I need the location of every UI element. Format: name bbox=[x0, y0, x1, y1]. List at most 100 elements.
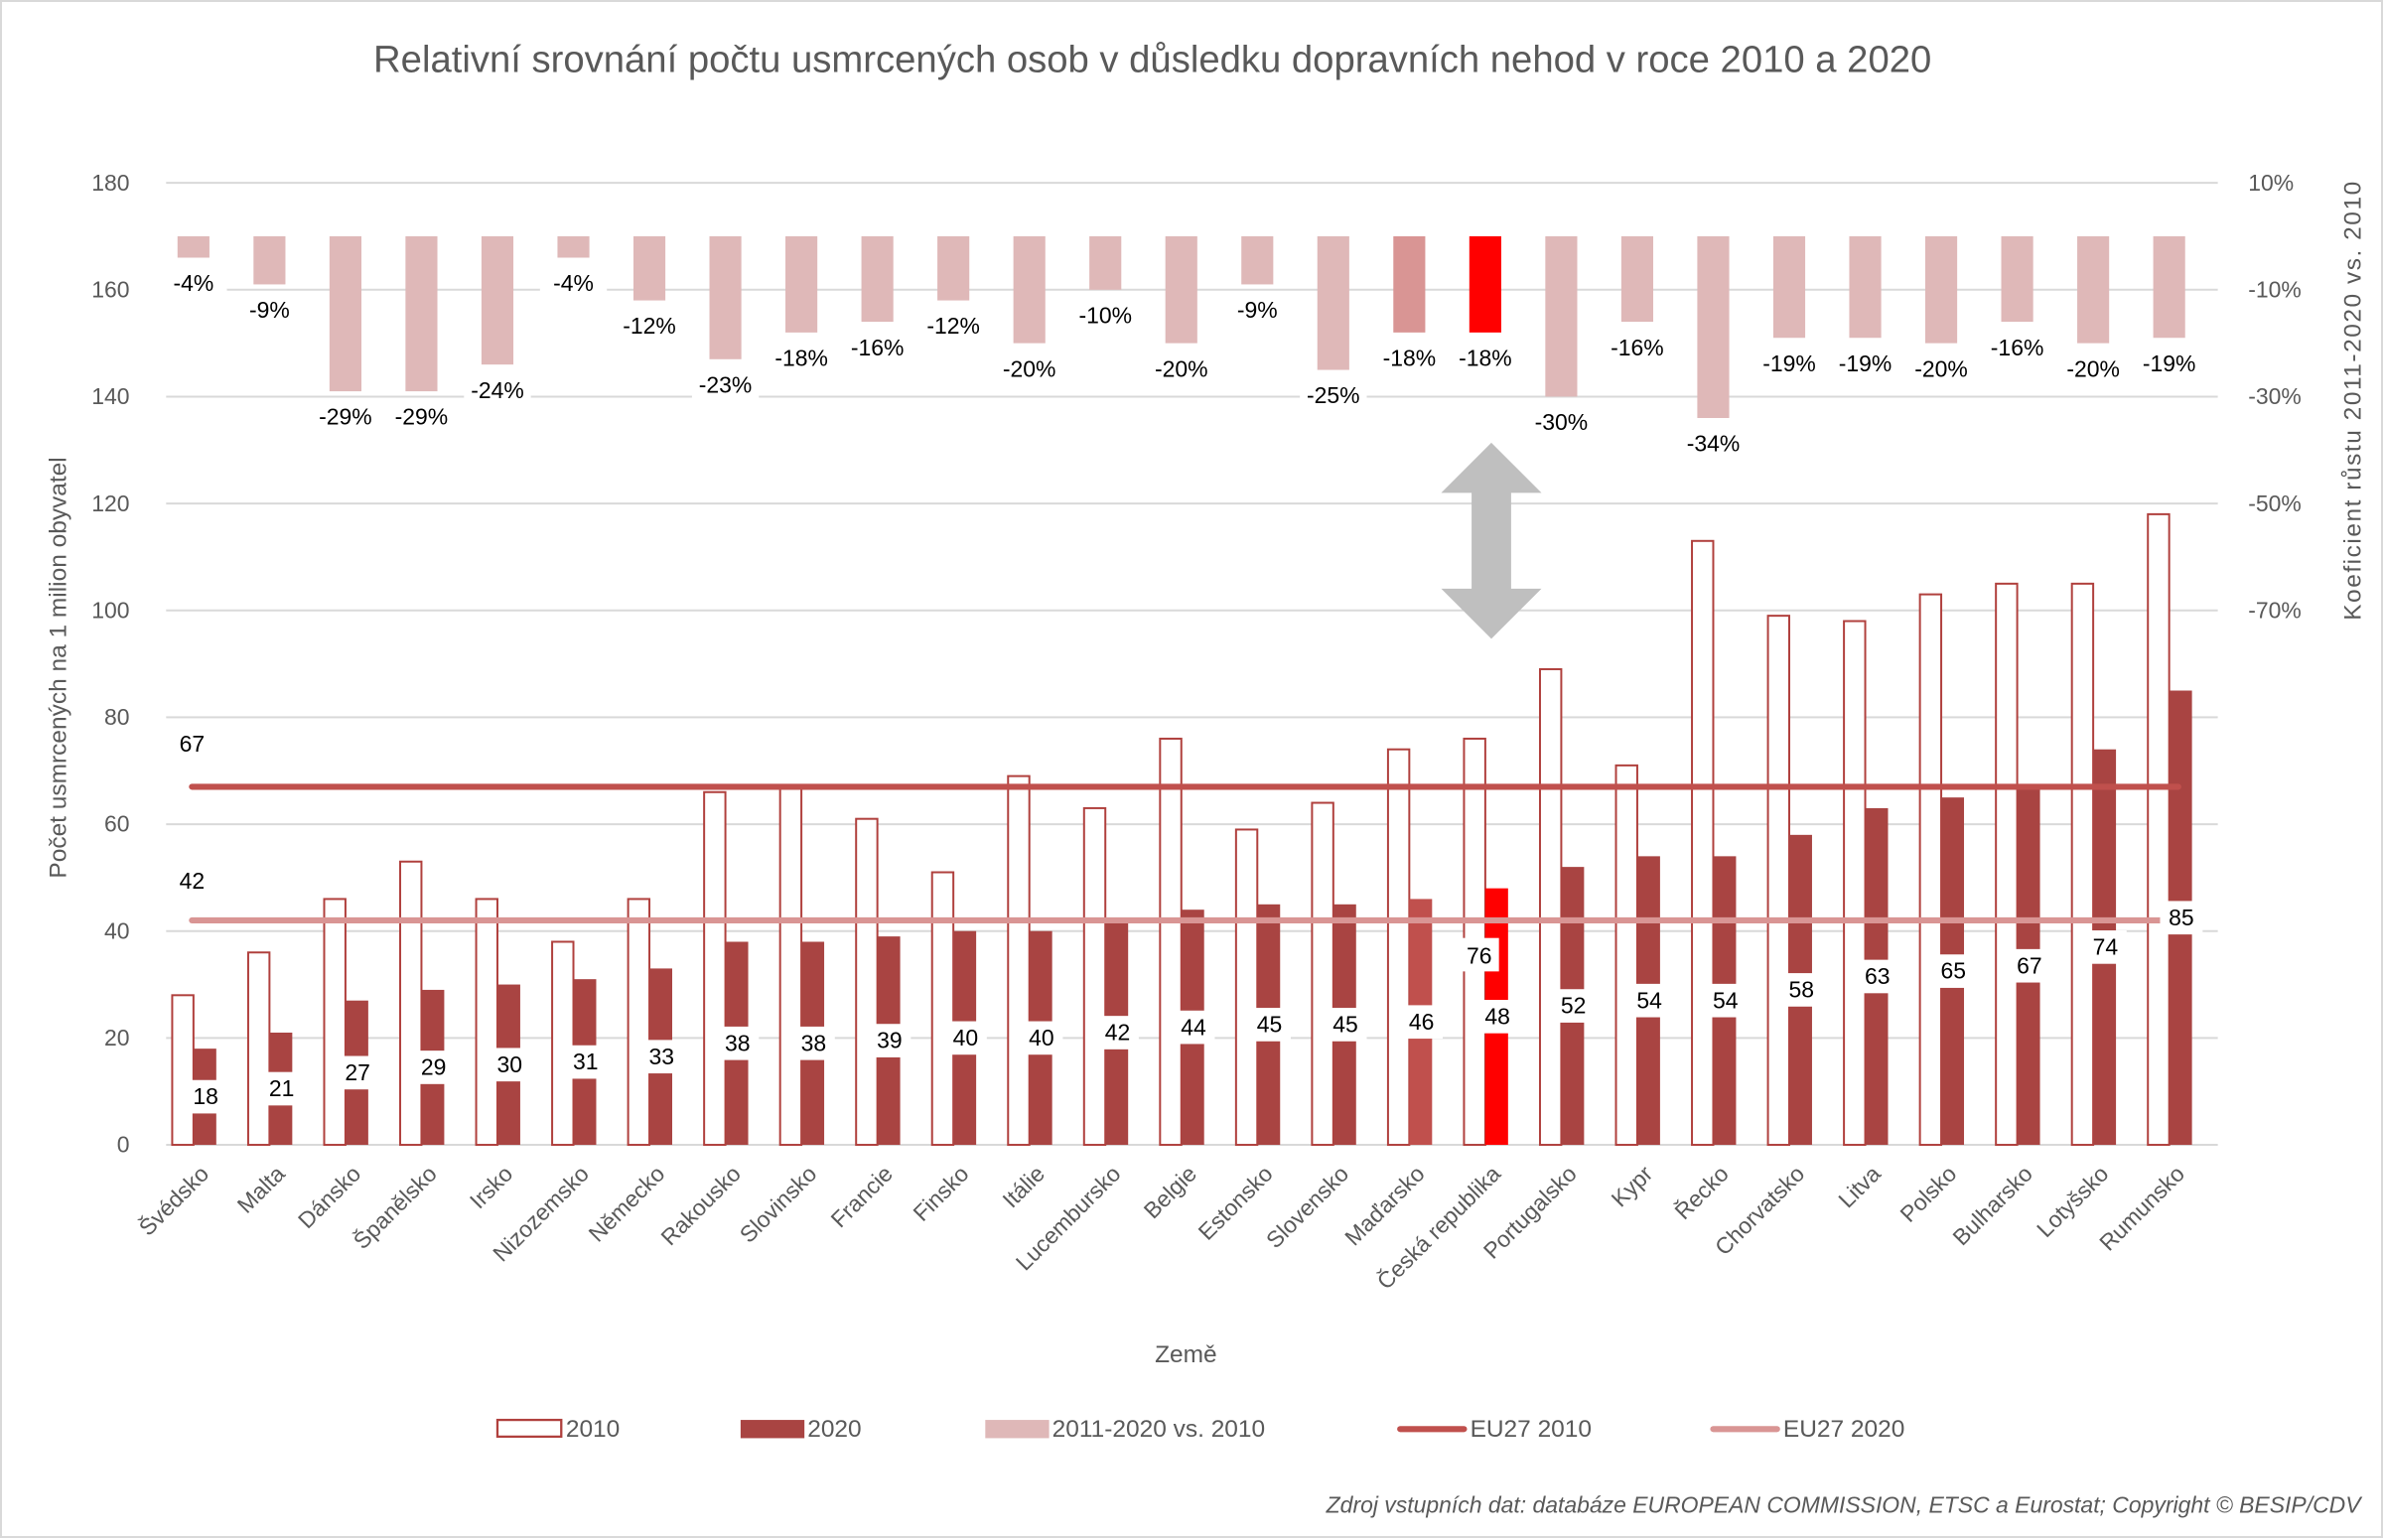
pct-label-bg bbox=[843, 334, 911, 363]
label-bg bbox=[1931, 954, 1975, 988]
pct-data-label: -20% bbox=[1914, 355, 1968, 381]
x-tick-label: Polsko bbox=[1894, 1161, 1961, 1227]
label-bg bbox=[1400, 1005, 1444, 1040]
pct-bar bbox=[481, 235, 514, 365]
x-tick-label: Švédsko bbox=[134, 1161, 214, 1241]
pct-data-label: -30% bbox=[1535, 409, 1589, 435]
legend-label-2010: 2010 bbox=[566, 1416, 620, 1443]
pct-data-label: -4% bbox=[553, 270, 594, 296]
pct-bar bbox=[2001, 235, 2033, 323]
label-bg bbox=[791, 1026, 835, 1060]
data-label-2020: 42 bbox=[1105, 1020, 1131, 1046]
bar-2010 bbox=[1843, 620, 1867, 1147]
label-bg bbox=[1459, 937, 1499, 972]
legend-swatch-2010 bbox=[495, 1418, 563, 1439]
x-tick-label: Slovensko bbox=[1261, 1161, 1353, 1253]
label-bg bbox=[1324, 1008, 1367, 1042]
pct-bar bbox=[937, 235, 970, 301]
legend-swatch-2020 bbox=[740, 1420, 805, 1439]
pct-label-bg bbox=[1452, 345, 1519, 374]
pct-bar bbox=[329, 235, 361, 392]
y-right-tick-label: 10% bbox=[2248, 170, 2294, 196]
legend-label-eu2020: EU27 2020 bbox=[1783, 1416, 1904, 1443]
pct-data-label: -34% bbox=[1687, 431, 1741, 457]
pct-label-bg bbox=[1679, 430, 1748, 460]
bar-2010 bbox=[475, 898, 498, 1147]
x-tick-label: Itálie bbox=[997, 1161, 1050, 1213]
label-bg bbox=[1248, 1008, 1291, 1042]
data-label-2020: 33 bbox=[649, 1044, 675, 1069]
data-label-2020: 39 bbox=[877, 1028, 903, 1053]
pct-bar bbox=[1241, 235, 1274, 285]
label-bg bbox=[1020, 1021, 1063, 1055]
pct-bar bbox=[557, 235, 590, 258]
y-tick-label: 0 bbox=[117, 1132, 130, 1158]
label-bg bbox=[1172, 1010, 1215, 1045]
bar-2010 bbox=[2147, 512, 2171, 1147]
data-labels: 18 21 27 29 30 31 33 38 38 39 40 40 42 44 45 45 46 48 52 54… bbox=[184, 901, 2203, 1114]
x-tick-label: Belgie bbox=[1139, 1161, 1201, 1223]
pct-bar bbox=[405, 235, 438, 392]
y-right-tick-label: -70% bbox=[2248, 597, 2302, 623]
pct-label-bg bbox=[1300, 381, 1367, 411]
bar-2010 bbox=[171, 994, 195, 1147]
label-bg bbox=[1704, 983, 1748, 1018]
data-label-2020: 45 bbox=[1257, 1012, 1283, 1038]
pct-bar bbox=[1772, 235, 1806, 339]
bar-2010 bbox=[703, 790, 727, 1147]
pct-bar bbox=[1924, 235, 1958, 344]
y-axis-right: 10% -10% -30% -50% -70% bbox=[2248, 170, 2302, 624]
bar-2010 bbox=[1007, 774, 1031, 1147]
bar-2010 bbox=[1234, 828, 1259, 1147]
bar-2010 bbox=[778, 785, 803, 1147]
bar-2010 bbox=[1386, 748, 1411, 1147]
pct-bar bbox=[1849, 235, 1882, 339]
data-label-2020: 45 bbox=[1332, 1012, 1358, 1038]
pct-data-label: -18% bbox=[1383, 346, 1437, 371]
pct-bar bbox=[709, 235, 742, 359]
data-label-2020: 52 bbox=[1561, 993, 1587, 1019]
label-bg bbox=[260, 1071, 304, 1106]
bar-2010 bbox=[1614, 764, 1638, 1147]
bar-2010 bbox=[1995, 582, 2019, 1147]
x-tick-label: Rakousko bbox=[655, 1161, 746, 1251]
pct-bar bbox=[1469, 235, 1501, 333]
data-label-2020: 74 bbox=[2093, 934, 2119, 960]
x-axis-title: Země bbox=[1155, 1341, 1217, 1368]
pct-data-label: -9% bbox=[249, 297, 290, 323]
x-tick-label: Malta bbox=[232, 1161, 290, 1218]
label-bg bbox=[639, 1040, 683, 1074]
bar-2010 bbox=[1311, 801, 1334, 1147]
pct-bar bbox=[785, 235, 818, 333]
pct-bar bbox=[1317, 235, 1349, 370]
source-note: Zdroj vstupních dat: databáze EUROPEAN C… bbox=[1326, 1491, 2364, 1517]
bar-2010 bbox=[323, 898, 347, 1147]
bar-2010 bbox=[930, 871, 955, 1147]
label-bg bbox=[184, 1079, 227, 1114]
x-tick-label: Finsko bbox=[908, 1161, 973, 1226]
pct-label-bg bbox=[1604, 334, 1671, 363]
bar-2010 bbox=[1538, 667, 1563, 1147]
y-tick-label: 120 bbox=[91, 490, 129, 516]
y-right-tick-label: -30% bbox=[2248, 383, 2302, 409]
bar-2010 bbox=[627, 898, 651, 1147]
x-tick-label: Bulharsko bbox=[1947, 1161, 2037, 1251]
legend-label-2020: 2020 bbox=[807, 1416, 861, 1443]
pct-label-bg bbox=[1375, 345, 1444, 374]
data-label-2020: 31 bbox=[573, 1049, 599, 1074]
data-label-2020: 48 bbox=[1484, 1004, 1510, 1030]
pct-data-label: -4% bbox=[173, 270, 213, 296]
label-bg bbox=[2083, 930, 2127, 964]
data-label-2020: 38 bbox=[725, 1030, 751, 1055]
pct-data-label: -19% bbox=[1762, 350, 1816, 376]
pct-data-label: -29% bbox=[395, 404, 449, 430]
label-bg bbox=[1627, 983, 1671, 1018]
label-bg bbox=[1779, 973, 1823, 1007]
x-tick-label: Kypr bbox=[1607, 1161, 1658, 1212]
pct-label-bg bbox=[1071, 302, 1139, 332]
eu27-2020-label: 42 bbox=[180, 868, 206, 894]
pct-bar bbox=[861, 235, 894, 323]
pct-label-bg bbox=[1831, 350, 1899, 379]
